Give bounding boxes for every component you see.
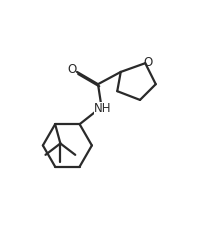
Text: NH: NH — [94, 102, 112, 115]
Text: O: O — [67, 63, 77, 76]
Text: O: O — [144, 56, 153, 69]
